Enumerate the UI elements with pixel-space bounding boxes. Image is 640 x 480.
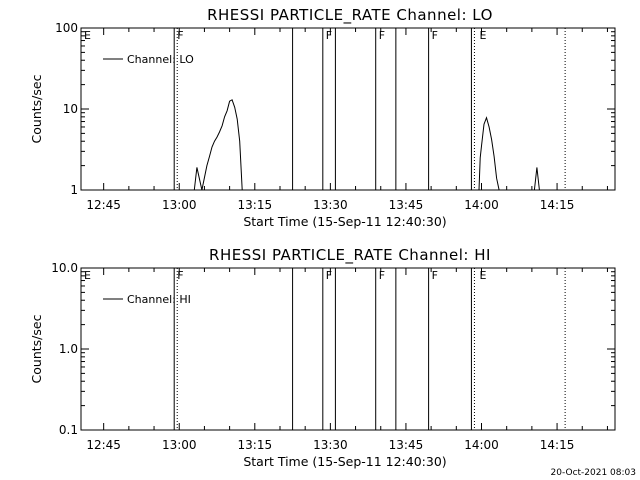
x-tick-label: 14:15: [540, 438, 575, 452]
x-tick-label: 13:30: [313, 438, 348, 452]
x-tick-label: 13:15: [238, 198, 273, 212]
legend-label: Channel: HI: [127, 293, 191, 306]
x-tick-label: 14:00: [464, 198, 499, 212]
y-tick-label: 1.0: [59, 342, 78, 356]
y-axis-label: Counts/sec: [29, 74, 44, 143]
flag-label: F: [379, 269, 385, 282]
series-line-segment: [193, 99, 243, 191]
footer-timestamp: 20-Oct-2021 08:03: [551, 468, 636, 478]
flag-label: F: [326, 269, 332, 282]
flag-label: F: [379, 29, 385, 42]
x-tick-label: 14:15: [540, 198, 575, 212]
flag-label: E: [84, 269, 91, 282]
x-tick-label: 13:00: [162, 438, 197, 452]
flag-label: F: [177, 269, 183, 282]
series-line-segment: [533, 167, 540, 191]
flag-label: F: [326, 29, 332, 42]
flag-label: F: [432, 29, 438, 42]
y-tick-label: 100: [55, 21, 78, 35]
series-line-segment: [478, 116, 500, 191]
flag-label: E: [479, 29, 486, 42]
y-tick-label: 0.1: [59, 423, 78, 437]
x-tick-label: 13:30: [313, 198, 348, 212]
x-axis-label: Start Time (15-Sep-11 12:40:30): [243, 214, 446, 229]
x-tick-label: 13:45: [389, 198, 424, 212]
y-tick-label: 1: [70, 183, 78, 197]
chart-title: RHESSI PARTICLE_RATE Channel: HI: [209, 246, 491, 265]
flag-label: E: [84, 29, 91, 42]
y-axis-label: Counts/sec: [29, 314, 44, 383]
x-tick-label: 13:15: [238, 438, 273, 452]
chart-panel-hi: RHESSI PARTICLE_RATE Channel: HI 12:45 13:…: [29, 246, 616, 469]
x-tick-label: 13:45: [389, 438, 424, 452]
legend-label: Channel: LO: [127, 53, 194, 66]
chart-panel-lo: RHESSI PARTICLE_RATE Channel: LO 12:45 13:…: [29, 6, 616, 229]
chart-title: RHESSI PARTICLE_RATE Channel: LO: [207, 6, 493, 25]
x-tick-label: 12:45: [86, 198, 121, 212]
flag-label: E: [479, 269, 486, 282]
x-tick-label: 12:45: [86, 438, 121, 452]
x-tick-label: 13:00: [162, 198, 197, 212]
x-axis-label: Start Time (15-Sep-11 12:40:30): [243, 454, 446, 469]
y-tick-label: 10.0: [51, 261, 78, 275]
flag-label: F: [432, 269, 438, 282]
x-tick-label: 14:00: [464, 438, 499, 452]
y-tick-label: 10: [63, 102, 78, 116]
flag-label: F: [177, 29, 183, 42]
